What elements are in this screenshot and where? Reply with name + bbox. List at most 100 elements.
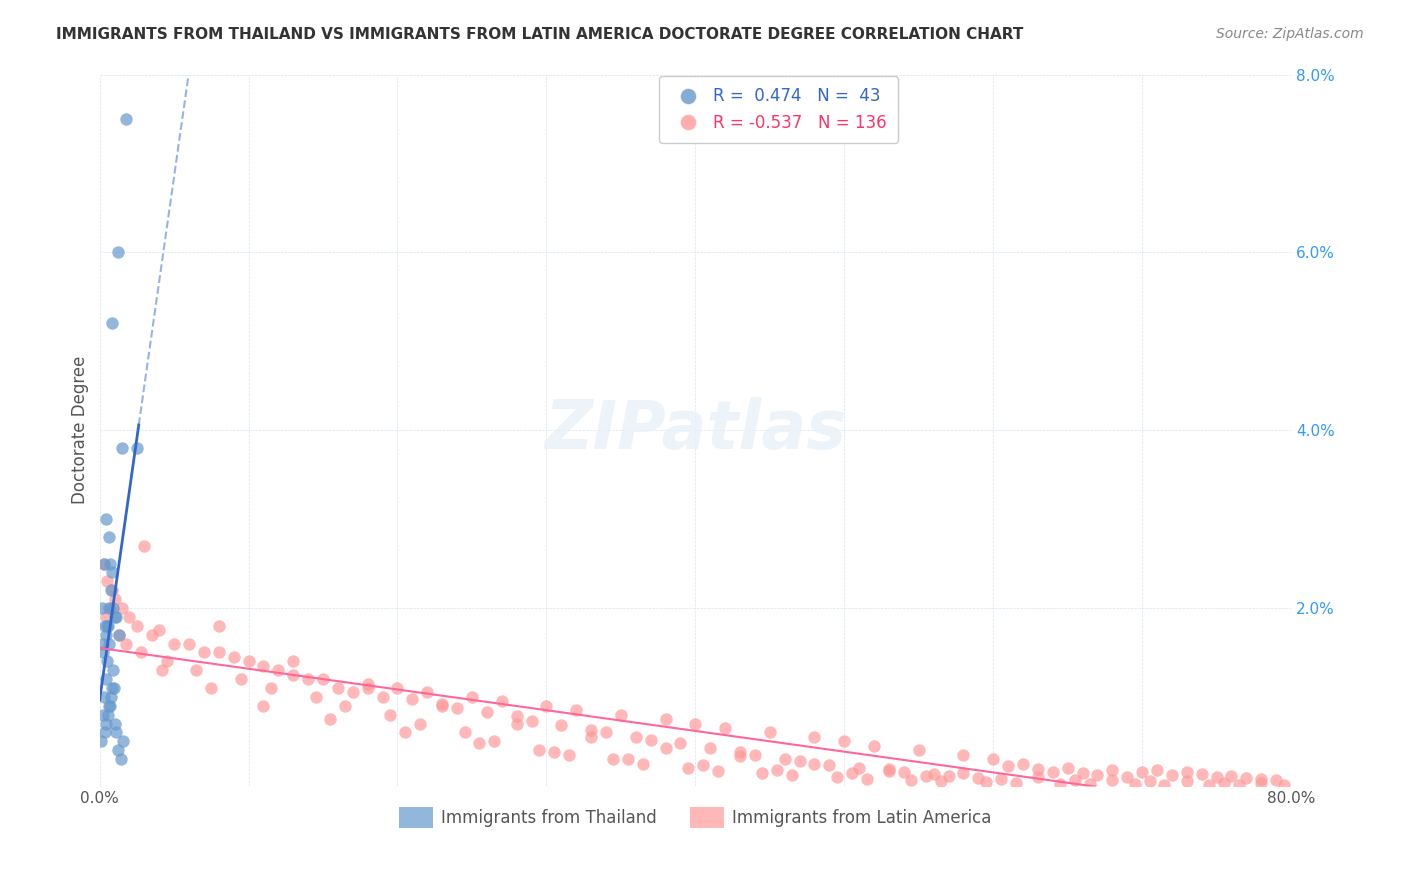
Point (93, 690, 115, 704)
Point (1160, 768, 1182, 782)
Point (105, 610, 128, 624)
Point (1234, 771, 1257, 785)
Point (163, 636, 186, 650)
Point (929, 774, 952, 789)
Point (96, 716, 118, 731)
Point (108, 627, 131, 641)
Point (832, 734, 855, 748)
Point (193, 645, 215, 659)
Point (974, 775, 997, 789)
Point (108, 627, 131, 641)
Point (96, 627, 118, 641)
Point (505, 716, 527, 731)
Point (131, 645, 153, 659)
Point (1071, 766, 1094, 780)
Point (855, 772, 877, 786)
Point (342, 685, 364, 699)
Point (461, 690, 484, 704)
Point (283, 667, 305, 681)
Point (1220, 769, 1243, 783)
Point (952, 747, 974, 762)
Point (714, 721, 737, 735)
Point (156, 654, 179, 668)
Point (416, 685, 439, 699)
Point (304, 690, 326, 704)
Text: IMMIGRANTS FROM THAILAND VS IMMIGRANTS FROM LATIN AMERICA DOCTORATE DEGREE CORRE: IMMIGRANTS FROM THAILAND VS IMMIGRANTS F… (56, 27, 1024, 42)
Point (520, 714, 543, 728)
Point (558, 747, 581, 762)
Point (101, 601, 124, 615)
Point (990, 772, 1012, 786)
Point (579, 723, 602, 737)
Point (100, 583, 122, 598)
Point (1213, 776, 1236, 790)
Point (93, 557, 115, 571)
Point (103, 610, 125, 624)
Point (409, 716, 432, 731)
Point (357, 676, 380, 690)
Point (97, 636, 120, 650)
Point (1175, 774, 1198, 789)
Point (394, 725, 416, 739)
Point (118, 610, 141, 624)
Point (1116, 770, 1139, 784)
Point (491, 694, 513, 708)
Point (863, 739, 886, 753)
Point (527, 743, 550, 757)
Point (112, 734, 135, 748)
Point (134, 539, 156, 553)
Point (357, 681, 380, 695)
Point (100, 681, 122, 695)
Point (952, 766, 974, 780)
Point (93, 636, 115, 650)
Point (938, 769, 960, 783)
Point (907, 743, 929, 757)
Point (624, 730, 647, 744)
Point (103, 681, 125, 695)
Point (654, 712, 676, 726)
Point (505, 709, 527, 723)
Point (773, 752, 796, 766)
Point (208, 645, 231, 659)
Point (803, 756, 825, 771)
Point (91, 645, 114, 659)
Point (565, 703, 588, 717)
Point (1250, 776, 1272, 790)
Point (617, 752, 640, 766)
Point (94, 725, 117, 739)
Point (97, 707, 120, 722)
Point (1049, 776, 1071, 790)
Point (484, 734, 506, 748)
Point (685, 716, 707, 731)
Point (94, 672, 117, 686)
Point (200, 681, 222, 695)
Point (186, 663, 208, 677)
Point (1004, 776, 1026, 790)
Text: Source: ZipAtlas.com: Source: ZipAtlas.com (1216, 27, 1364, 41)
Point (97, 530, 120, 544)
Y-axis label: Doctorate Degree: Doctorate Degree (72, 356, 89, 504)
Point (148, 623, 170, 637)
Point (1227, 778, 1250, 792)
Point (125, 441, 148, 455)
Point (371, 690, 394, 704)
Point (922, 767, 945, 781)
Point (1056, 761, 1078, 775)
Point (93, 557, 115, 571)
Point (94, 610, 117, 624)
Point (101, 663, 124, 677)
Point (98, 601, 121, 615)
Point (125, 619, 148, 633)
Point (115, 636, 138, 650)
Point (640, 732, 662, 747)
Point (789, 754, 811, 768)
Point (100, 690, 122, 704)
Point (1191, 767, 1213, 781)
Point (98, 601, 121, 615)
Point (111, 601, 134, 615)
Point (536, 698, 558, 713)
Point (110, 752, 132, 766)
Point (90, 601, 112, 615)
Point (1012, 756, 1035, 771)
Point (97, 619, 120, 633)
